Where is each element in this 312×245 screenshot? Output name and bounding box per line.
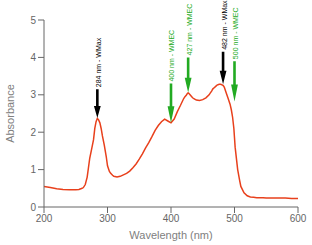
svg-text:2: 2: [30, 127, 36, 138]
svg-text:500: 500: [226, 213, 243, 224]
svg-text:5: 5: [30, 15, 36, 26]
svg-text:600: 600: [290, 213, 304, 224]
svg-text:482 nm - WMax: 482 nm - WMax: [221, 0, 228, 50]
svg-text:1: 1: [30, 164, 36, 175]
svg-text:Absorbance: Absorbance: [8, 84, 16, 143]
svg-text:284 nm - WMax: 284 nm - WMax: [95, 37, 102, 87]
svg-text:400: 400: [163, 213, 180, 224]
svg-text:200: 200: [36, 213, 53, 224]
svg-text:3: 3: [30, 89, 36, 100]
svg-text:500 nm - WMEC: 500 nm - WMEC: [232, 7, 239, 59]
svg-text:427 nm - WMEC: 427 nm - WMEC: [186, 4, 193, 56]
svg-text:300: 300: [99, 213, 116, 224]
svg-text:4: 4: [30, 52, 36, 63]
svg-text:0: 0: [30, 202, 36, 213]
svg-text:400 nm - WMEC: 400 nm - WMEC: [169, 30, 176, 82]
svg-text:Wavelength (nm): Wavelength (nm): [129, 229, 212, 241]
